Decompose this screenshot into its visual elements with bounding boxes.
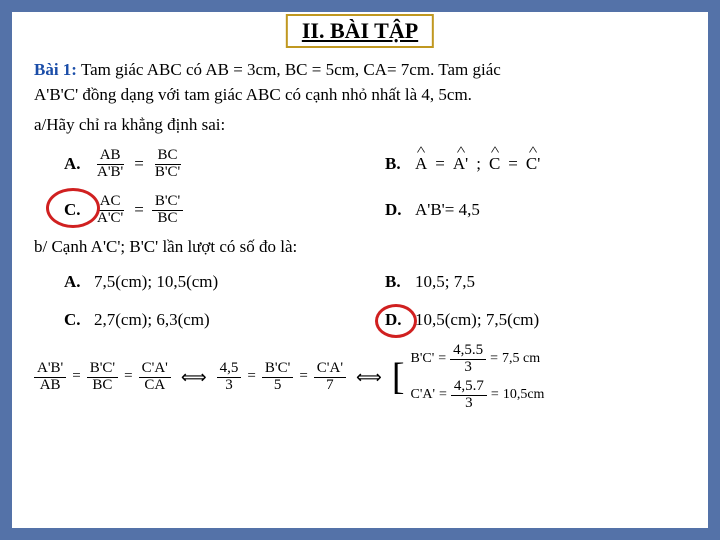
option-label: C.: [64, 308, 86, 333]
option-text: 7,5(cm); 10,5(cm): [94, 270, 218, 295]
result-row-2: C'A' = 4,5.73 = 10,5cm: [411, 379, 545, 412]
result-bracket: [ B'C' = 4,5.53 = 7,5 cm C'A' = 4,5.73 =: [392, 343, 545, 412]
iff-icon: ⟺: [177, 364, 211, 390]
highlight-circle-icon: [46, 188, 100, 228]
option-text: 10,5; 7,5: [415, 270, 475, 295]
slide-page: II. BÀI TẬP Bài 1: Tam giác ABC có AB = …: [12, 12, 708, 528]
result-row-1: B'C' = 4,5.53 = 7,5 cm: [411, 343, 545, 376]
fraction: 4,5.73: [451, 379, 487, 412]
option-label: A.: [64, 270, 86, 295]
part-a-prompt: a/Hãy chỉ ra khẳng định sai:: [34, 113, 686, 138]
section-title: II. BÀI TẬP: [286, 14, 434, 48]
option-text: 2,7(cm); 6,3(cm): [94, 308, 210, 333]
problem-text-1: Tam giác ABC có AB = 3cm, BC = 5cm, CA= …: [81, 60, 501, 79]
option-text: A'B'= 4,5: [415, 198, 480, 223]
part-b-prompt: b/ Cạnh A'C'; B'C' lần lượt có số đo là:: [34, 235, 686, 260]
fraction: C'A'CA: [139, 361, 171, 394]
problem-label: Bài 1:: [34, 60, 77, 79]
option-text: 10,5(cm); 7,5(cm): [415, 308, 539, 333]
option-a-D: D. A'B'= 4,5: [385, 198, 686, 223]
bracket-icon: [: [392, 358, 405, 396]
option-label: D.: [385, 198, 407, 223]
angle-hat: A': [453, 152, 468, 177]
fraction: B'C'BC: [152, 194, 183, 227]
option-b-A: A. 7,5(cm); 10,5(cm): [64, 270, 365, 295]
option-b-B: B. 10,5; 7,5: [385, 270, 686, 295]
option-b-D: D. 10,5(cm); 7,5(cm): [385, 308, 686, 333]
highlight-circle-icon: [375, 304, 417, 338]
fraction: A'B'AB: [34, 361, 66, 394]
problem-statement-line1: Bài 1: Tam giác ABC có AB = 3cm, BC = 5c…: [34, 58, 686, 83]
result-stack: B'C' = 4,5.53 = 7,5 cm C'A' = 4,5.73 = 1…: [411, 343, 545, 412]
fraction: C'A'7: [314, 361, 346, 394]
option-label: A.: [64, 152, 86, 177]
iff-icon: ⟺: [352, 364, 386, 390]
fraction: B'C'5: [262, 361, 293, 394]
fraction: 4,53: [217, 361, 242, 394]
fraction: 4,5.53: [450, 343, 486, 376]
angle-hat: C: [489, 152, 500, 177]
angle-hat: C': [526, 152, 540, 177]
problem-statement-line2: A'B'C' đồng dạng với tam giác ABC có cạn…: [34, 83, 686, 108]
part-a-options: A. ABA'B' = BCB'C' B. A = A' ; C = C' C.…: [64, 148, 686, 227]
fraction: BCB'C': [152, 148, 183, 181]
part-b-options: A. 7,5(cm); 10,5(cm) B. 10,5; 7,5 C. 2,7…: [64, 270, 686, 333]
fraction: B'C'BC: [87, 361, 118, 394]
fraction: ABA'B': [94, 148, 126, 181]
option-a-B: B. A = A' ; C = C': [385, 152, 686, 177]
option-label: B.: [385, 270, 407, 295]
solution-equation: A'B'AB = B'C'BC = C'A'CA ⟺ 4,53 = B'C'5 …: [34, 343, 686, 412]
option-label: B.: [385, 152, 407, 177]
option-a-C: C. ACA'C' = B'C'BC: [64, 194, 365, 227]
angle-hat: A: [415, 152, 427, 177]
content-area: Bài 1: Tam giác ABC có AB = 3cm, BC = 5c…: [34, 20, 686, 412]
option-a-A: A. ABA'B' = BCB'C': [64, 148, 365, 181]
option-b-C: C. 2,7(cm); 6,3(cm): [64, 308, 365, 333]
